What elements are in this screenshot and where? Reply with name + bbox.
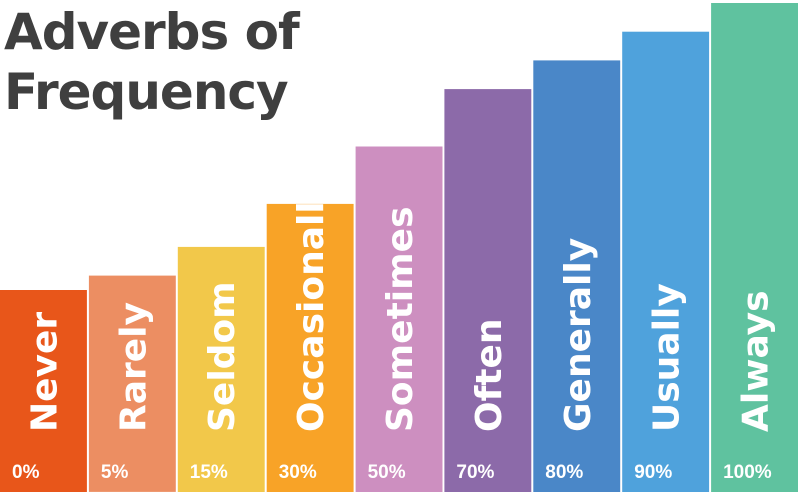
- chart-title: Adverbs of Frequency: [4, 2, 300, 122]
- bar-often: [444, 89, 532, 492]
- bar-seldom: [177, 246, 265, 492]
- bar-generally: [533, 60, 621, 493]
- category-label-often: Often: [469, 318, 510, 432]
- chart-title-line-1: Adverbs of: [4, 3, 300, 61]
- bar-never: [0, 290, 87, 492]
- bar-sometimes: [355, 146, 443, 492]
- bar-usually: [622, 31, 710, 492]
- bar-rarely: [88, 275, 176, 492]
- value-label-usually: 90%: [634, 462, 672, 483]
- category-label-generally: Generally: [558, 238, 599, 432]
- category-label-sometimes: Sometimes: [380, 207, 421, 433]
- category-label-always: Always: [736, 290, 777, 432]
- value-label-rarely: 5%: [101, 462, 129, 483]
- value-label-never: 0%: [12, 462, 40, 483]
- value-label-generally: 80%: [545, 462, 583, 483]
- bar-occasionally: [266, 203, 354, 492]
- category-label-seldom: Seldom: [202, 281, 243, 432]
- value-label-always: 100%: [723, 462, 772, 483]
- category-label-rarely: Rarely: [113, 302, 154, 432]
- value-label-occasionally: 30%: [279, 462, 317, 483]
- category-label-usually: Usually: [647, 283, 688, 432]
- chart-title-line-2: Frequency: [4, 63, 289, 121]
- value-label-seldom: 15%: [190, 462, 228, 483]
- value-label-often: 70%: [456, 462, 494, 483]
- value-label-sometimes: 50%: [368, 462, 406, 483]
- category-label-never: Never: [24, 312, 65, 432]
- bar-always: [711, 3, 798, 492]
- category-label-occasionally: Occasionally: [291, 178, 332, 432]
